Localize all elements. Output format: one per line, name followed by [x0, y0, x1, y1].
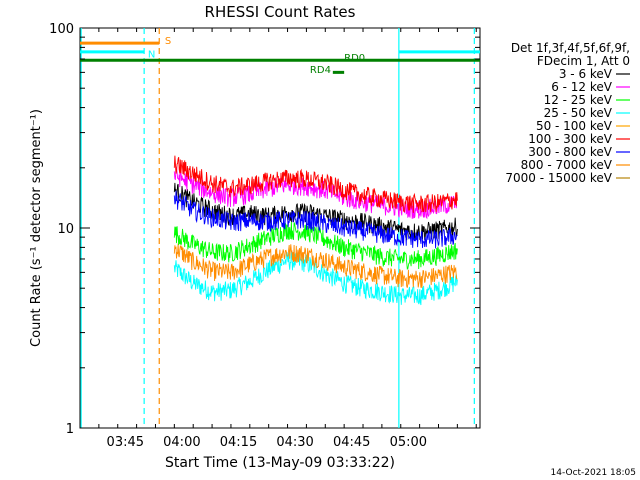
x-tick-label: 04:15	[220, 435, 257, 450]
y-tick-label: 100	[49, 22, 74, 37]
legend-entry-label: 300 - 800 keV	[528, 145, 612, 159]
flag-annotation: S	[165, 36, 171, 47]
legend-entry-label: 6 - 12 keV	[551, 80, 613, 94]
y-axis-label: Count Rate (s⁻¹ detector segment⁻¹)	[29, 109, 44, 347]
x-tick-label: 04:30	[276, 435, 313, 450]
x-tick-label: 03:45	[107, 435, 144, 450]
x-axis-label: Start Time (13-May-09 03:33:22)	[165, 455, 395, 471]
x-tick-label: 05:00	[390, 435, 427, 450]
series-line	[173, 190, 458, 249]
legend-header-line-2: FDecim 1, Att 0	[537, 54, 630, 68]
legend: Det 1f,3f,4f,5f,6f,9f, FDecim 1, Att 0 3…	[505, 41, 630, 185]
series-line	[173, 155, 458, 213]
legend-entry-label: 25 - 50 keV	[544, 106, 613, 120]
plot-frame	[79, 27, 481, 429]
chart-title: RHESSI Count Rates	[205, 3, 356, 21]
flag-annotation: RD0	[344, 53, 365, 64]
series-line	[173, 221, 458, 270]
series-line	[173, 165, 458, 220]
legend-entry-label: 12 - 25 keV	[544, 93, 613, 107]
y-tick-label: 10	[57, 222, 74, 237]
series-line	[173, 250, 458, 306]
legend-header-line-1: Det 1f,3f,4f,5f,6f,9f,	[511, 41, 630, 55]
y-tick-label: 1	[66, 422, 74, 437]
legend-entry-label: 100 - 300 keV	[528, 132, 612, 146]
x-tick-label: 04:45	[333, 435, 370, 450]
footer-date: 14-Oct-2021 18:05	[551, 468, 636, 478]
legend-entry-label: 50 - 100 keV	[536, 119, 613, 133]
legend-entry-label: 7000 - 15000 keV	[505, 171, 612, 185]
flag-annotation: RD4	[310, 65, 331, 76]
legend-entry-label: 800 - 7000 keV	[521, 158, 613, 172]
series-line	[173, 243, 458, 288]
y-axis: 1 10 100	[49, 22, 480, 437]
plot-area: SN RD0 RD4	[79, 27, 481, 429]
x-axis: 03:45 04:00 04:15 04:30 04:45 05:00	[79, 28, 477, 450]
x-tick-label: 04:00	[163, 435, 200, 450]
flag-annotation: N	[148, 49, 155, 60]
legend-entry-label: 3 - 6 keV	[559, 67, 613, 81]
